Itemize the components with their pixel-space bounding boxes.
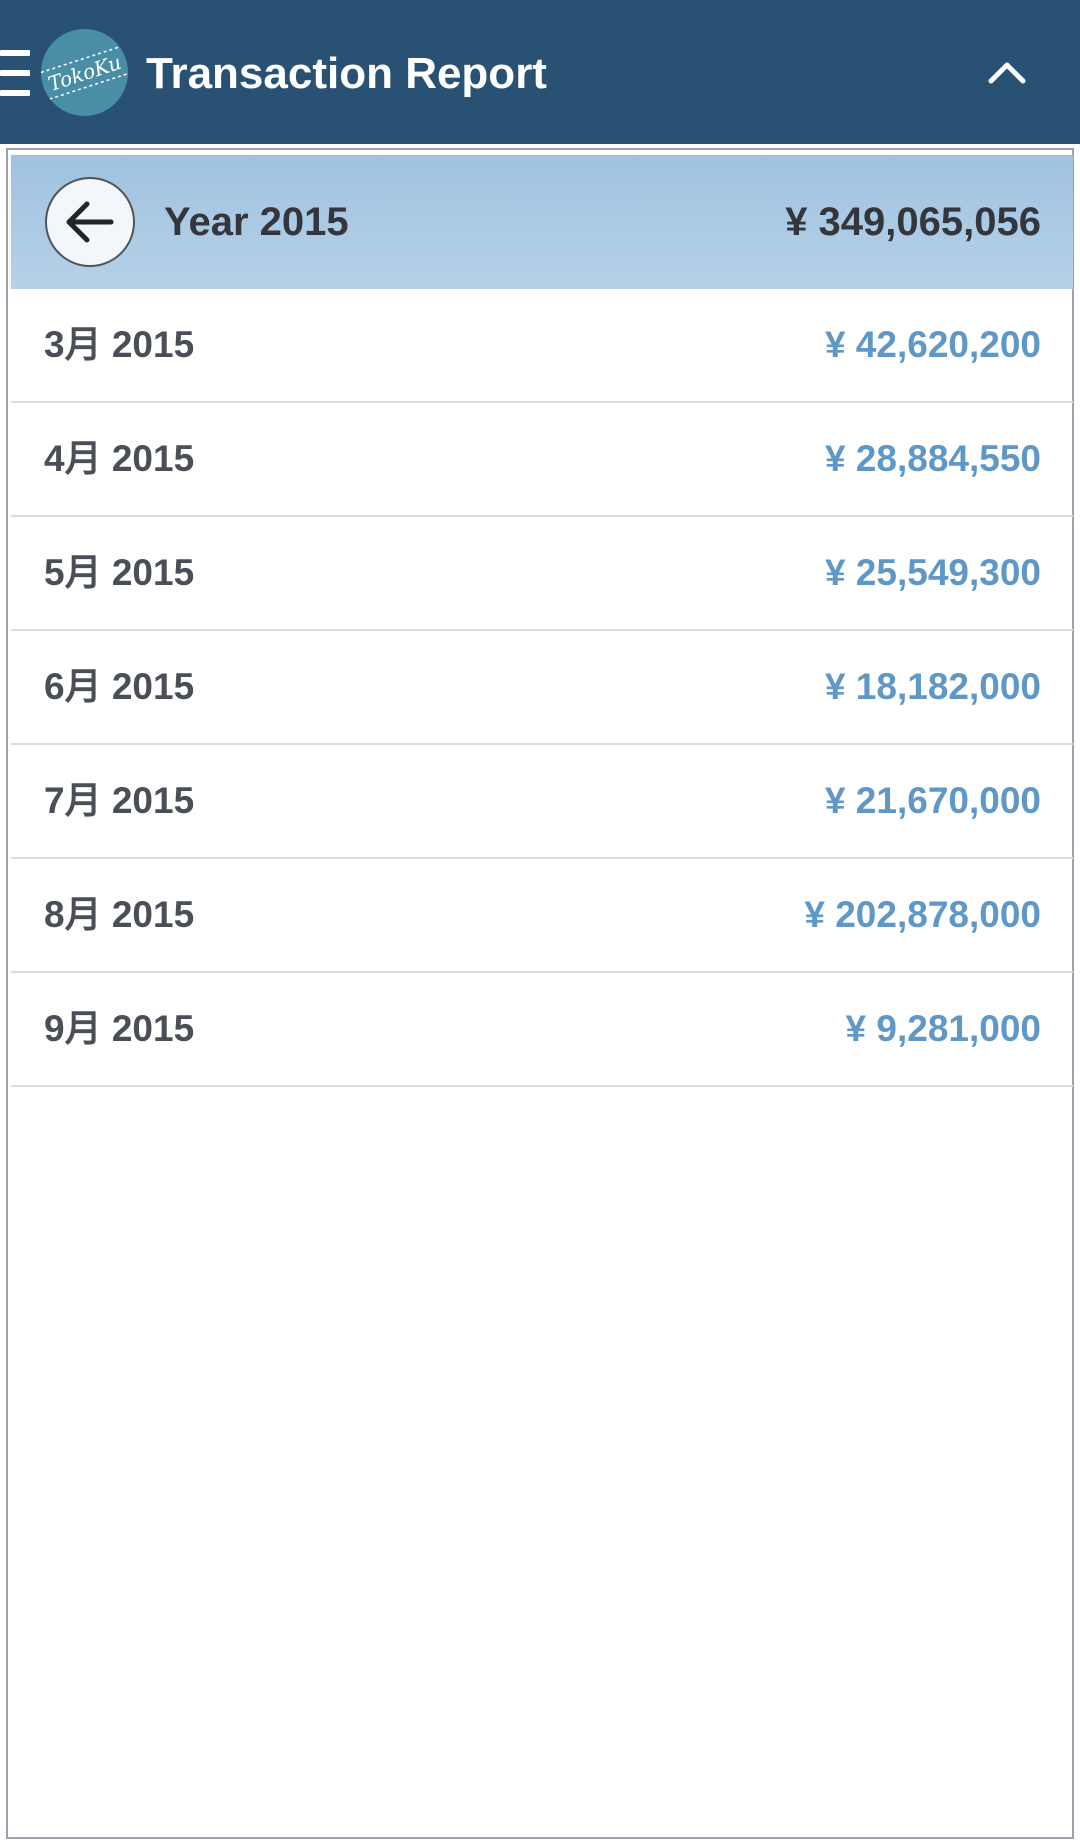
month-amount: ¥ 28,884,550	[824, 438, 1041, 479]
report-panel: Year 2015 ¥ 349,065,056 3月 2015 ¥ 42,620…	[6, 148, 1074, 1839]
logo-graphic: TokoKu	[41, 46, 128, 100]
month-amount: ¥ 18,182,000	[824, 666, 1041, 707]
app-logo: TokoKu	[41, 29, 128, 116]
month-amount: ¥ 202,878,000	[804, 894, 1041, 935]
year-label: Year 2015	[164, 200, 349, 244]
app-bar: TokoKu Transaction Report	[0, 0, 1080, 144]
month-row-april[interactable]: 4月 2015 ¥ 28,884,550	[11, 403, 1073, 517]
month-row-june[interactable]: 6月 2015 ¥ 18,182,000	[11, 631, 1073, 745]
month-amount: ¥ 25,549,300	[824, 552, 1041, 593]
back-button[interactable]	[45, 177, 135, 267]
month-amount: ¥ 21,670,000	[824, 780, 1041, 821]
month-label: 3月 2015	[44, 324, 195, 365]
month-list: 3月 2015 ¥ 42,620,200 4月 2015 ¥ 28,884,55…	[11, 289, 1073, 1087]
month-label: 5月 2015	[44, 552, 195, 593]
hamburger-menu-icon[interactable]	[0, 50, 30, 96]
year-summary-header: Year 2015 ¥ 349,065,056	[11, 155, 1073, 289]
month-row-may[interactable]: 5月 2015 ¥ 25,549,300	[11, 517, 1073, 631]
month-amount: ¥ 9,281,000	[845, 1008, 1041, 1049]
month-label: 4月 2015	[44, 438, 195, 479]
year-total-amount: ¥ 349,065,056	[785, 200, 1041, 244]
month-label: 7月 2015	[44, 780, 195, 821]
month-row-july[interactable]: 7月 2015 ¥ 21,670,000	[11, 745, 1073, 859]
arrow-left-icon	[66, 201, 114, 243]
month-label: 8月 2015	[44, 894, 195, 935]
month-label: 9月 2015	[44, 1008, 195, 1049]
logo-text: TokoKu	[45, 50, 124, 96]
month-row-march[interactable]: 3月 2015 ¥ 42,620,200	[11, 289, 1073, 403]
month-row-august[interactable]: 8月 2015 ¥ 202,878,000	[11, 859, 1073, 973]
month-amount: ¥ 42,620,200	[824, 324, 1041, 365]
chevron-up-icon[interactable]	[982, 48, 1032, 98]
month-row-september[interactable]: 9月 2015 ¥ 9,281,000	[11, 973, 1073, 1087]
app-title: Transaction Report	[146, 49, 547, 98]
month-label: 6月 2015	[44, 666, 195, 707]
